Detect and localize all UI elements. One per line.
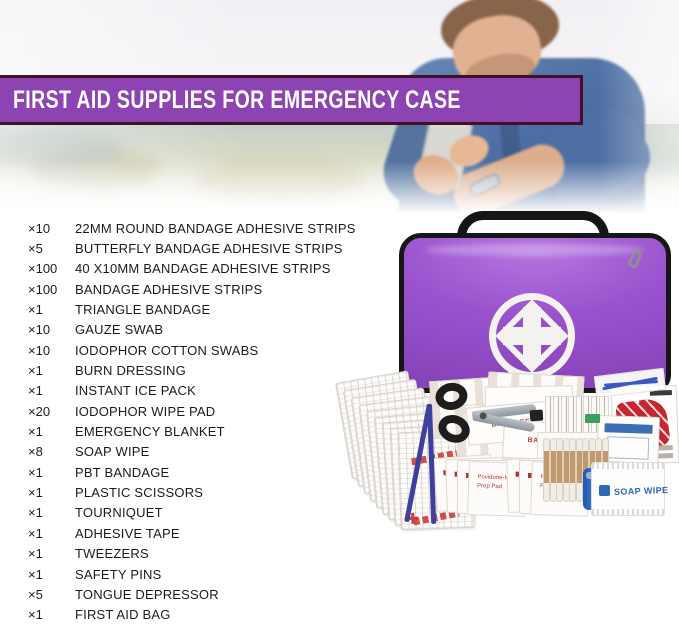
item-label: PLASTIC SCISSORS — [75, 485, 204, 501]
item-label: BUTTERFLY BANDAGE ADHESIVE STRIPS — [75, 241, 343, 257]
iodine-swab — [543, 438, 550, 502]
item-label: TWEEZERS — [75, 546, 149, 562]
gauze-packet-band — [604, 423, 653, 434]
bag-highlight — [424, 244, 646, 256]
item-label: PBT BANDAGE — [75, 464, 170, 480]
soap-wipe-label: SOAP WIPE — [613, 485, 669, 497]
supply-list: ×10 22MM ROUND BANDAGE ADHESIVE STRIPS ×5 B… — [28, 218, 383, 625]
item-label: TRIANGLE BANDAGE — [75, 302, 211, 318]
item-quantity: ×100 — [28, 261, 58, 277]
soap-wipe-packet: SOAP WIPE — [591, 462, 669, 516]
logo-cross — [503, 327, 561, 345]
grass-blur — [195, 158, 365, 204]
item-quantity: ×10 — [28, 342, 51, 358]
item-label: TONGUE DEPRESSOR — [75, 586, 219, 602]
item-label: GAUZE SWAB — [75, 322, 164, 338]
iodine-swab — [556, 438, 563, 502]
first-aid-bag — [399, 209, 671, 393]
white-cross-mark — [631, 393, 643, 404]
item-label: BURN DRESSING — [75, 363, 186, 379]
item-quantity: ×10 — [28, 220, 51, 236]
item-label: 40 X10MM BANDAGE ADHESIVE STRIPS — [75, 261, 331, 277]
item-quantity: ×1 — [28, 424, 43, 440]
list-item: ×20 IODOPHOR WIPE PAD — [28, 401, 383, 421]
iodine-swab — [569, 438, 576, 502]
item-label: ADHESIVE TAPE — [75, 525, 180, 541]
list-item: ×100 BANDAGE ADHESIVE STRIPS — [28, 279, 383, 299]
item-quantity: ×10 — [28, 322, 51, 338]
list-item: ×1 PBT BANDAGE — [28, 462, 383, 482]
item-quantity: ×100 — [28, 281, 58, 297]
item-label: EMERGENCY BLANKET — [75, 424, 225, 440]
list-item: ×1 TOURNIQUET — [28, 503, 383, 523]
list-item: ×1 FIRST AID BAG — [28, 605, 383, 625]
list-item: ×1 SAFETY PINS — [28, 564, 383, 584]
item-quantity: ×5 — [28, 241, 43, 257]
medical-cross-logo-icon — [489, 293, 575, 379]
item-label: FIRST AID BAG — [75, 607, 171, 623]
tweezer-prong — [604, 379, 659, 387]
list-item: ×5 BUTTERFLY BANDAGE ADHESIVE STRIPS — [28, 238, 383, 258]
item-quantity: ×1 — [28, 464, 43, 480]
item-label: 22MM ROUND BANDAGE ADHESIVE STRIPS — [75, 220, 356, 236]
item-label: SAFETY PINS — [75, 566, 162, 582]
item-quantity: ×1 — [28, 566, 43, 582]
supplies-display: BANDAGE BANDAGE Povidone-Iodine Prep Pad… — [335, 367, 679, 531]
list-item: ×1 PLASTIC SCISSORS — [28, 482, 383, 502]
scissor-tip — [529, 409, 544, 422]
item-quantity: ×1 — [28, 525, 43, 541]
item-quantity: ×1 — [28, 363, 43, 379]
list-item: ×1 TRIANGLE BANDAGE — [28, 299, 383, 319]
item-label: SOAP WIPE — [75, 444, 150, 460]
item-label: INSTANT ICE PACK — [75, 383, 196, 399]
item-quantity: ×1 — [28, 485, 43, 501]
item-quantity: ×5 — [28, 586, 43, 602]
item-quantity: ×1 — [28, 383, 43, 399]
item-quantity: ×8 — [28, 444, 43, 460]
headline-banner: FIRST AID SUPPLIES FOR EMERGENCY CASE — [0, 75, 583, 125]
soap-wipe-logo-icon — [599, 485, 610, 496]
item-quantity: ×20 — [28, 403, 51, 419]
tweezer-prong — [427, 403, 437, 525]
item-label: IODOPHOR WIPE PAD — [75, 403, 216, 419]
banner-title: FIRST AID SUPPLIES FOR EMERGENCY CASE — [13, 85, 461, 114]
item-quantity: ×1 — [28, 546, 43, 562]
list-item: ×1 TWEEZERS — [28, 544, 383, 564]
list-item: ×5 TONGUE DEPRESSOR — [28, 584, 383, 604]
item-label: TOURNIQUET — [75, 505, 163, 521]
item-quantity: ×1 — [28, 302, 43, 318]
item-label: BANDAGE ADHESIVE STRIPS — [75, 281, 263, 297]
list-item: ×1 EMERGENCY BLANKET — [28, 421, 383, 441]
list-item: ×10 22MM ROUND BANDAGE ADHESIVE STRIPS — [28, 218, 383, 238]
item-label: IODOPHOR COTTON SWABS — [75, 342, 259, 358]
list-item: ×10 IODOPHOR COTTON SWABS — [28, 340, 383, 360]
item-quantity: ×1 — [28, 607, 43, 623]
list-item: ×10 GAUZE SWAB — [28, 320, 383, 340]
item-quantity: ×1 — [28, 505, 43, 521]
list-item: ×100 40 X10MM BANDAGE ADHESIVE STRIPS — [28, 259, 383, 279]
list-item: ×1 ADHESIVE TAPE — [28, 523, 383, 543]
list-item: ×1 INSTANT ICE PACK — [28, 381, 383, 401]
green-print-chip — [585, 414, 600, 423]
list-item: ×8 SOAP WIPE — [28, 442, 383, 462]
tweezers — [401, 403, 453, 526]
list-item: ×1 BURN DRESSING — [28, 360, 383, 380]
